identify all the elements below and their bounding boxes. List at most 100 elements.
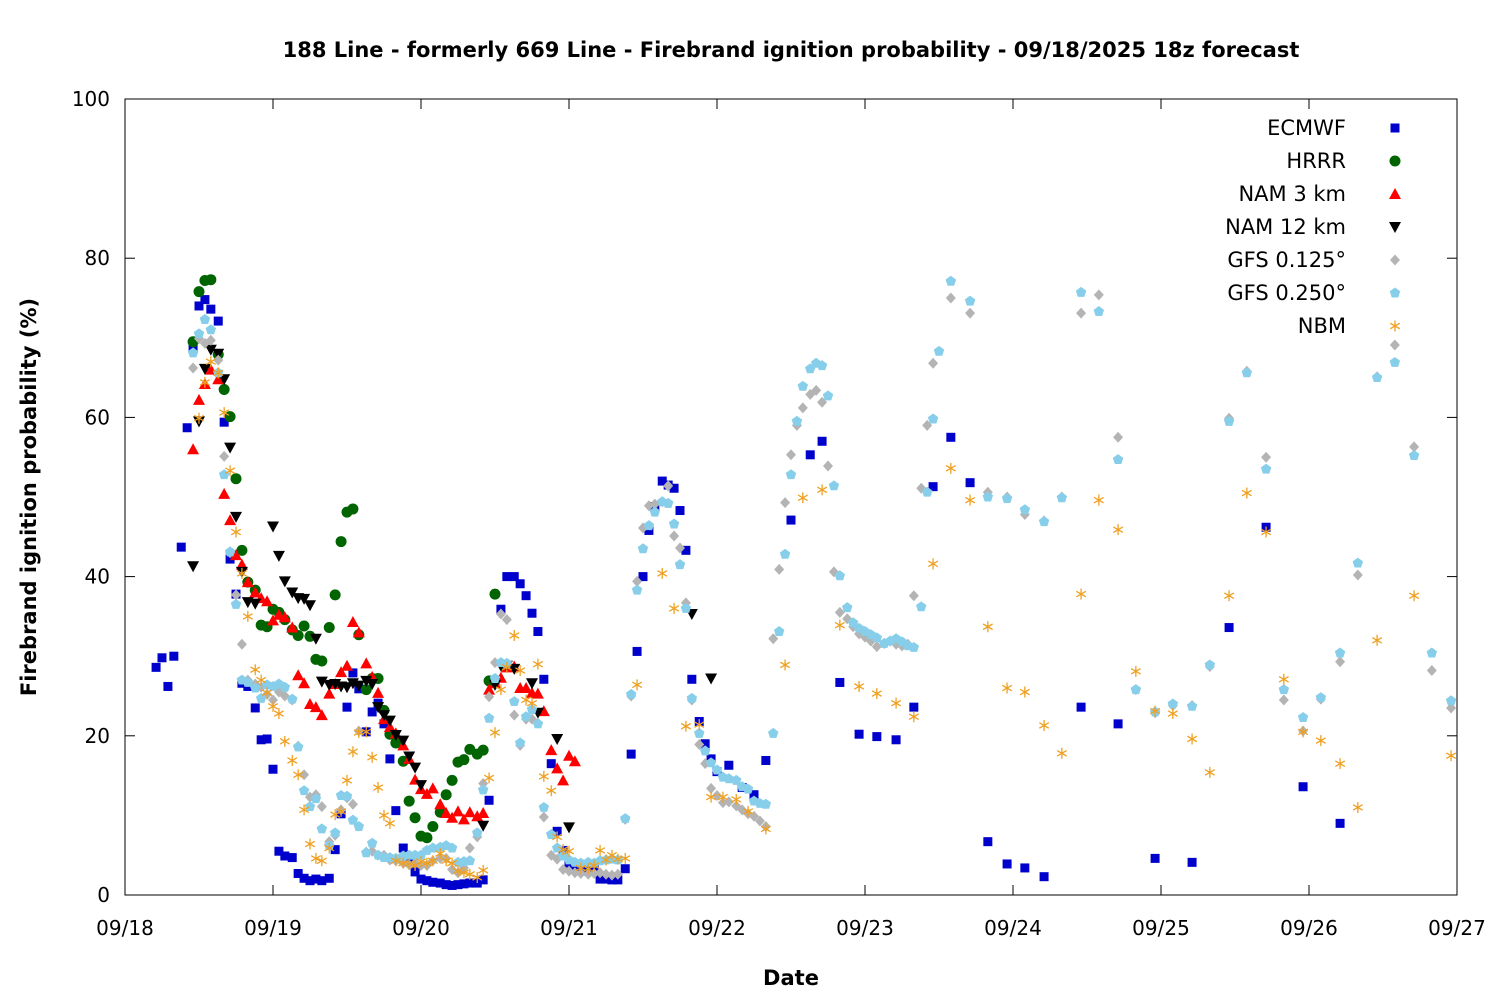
data-point (409, 812, 421, 824)
x-tick-label: 09/25 (1132, 916, 1190, 940)
data-point (176, 542, 186, 552)
data-point (241, 576, 254, 588)
data-point (854, 729, 864, 739)
data-point (632, 646, 642, 656)
data-point (278, 611, 291, 623)
data-point (299, 873, 309, 883)
data-point (236, 638, 247, 650)
data-point (982, 491, 994, 502)
data-point (1334, 647, 1346, 658)
data-point (1426, 647, 1438, 658)
data-point (372, 782, 384, 794)
data-point (834, 570, 846, 581)
legend-label: NAM 12 km (1225, 215, 1346, 239)
data-point (372, 702, 385, 714)
data-point (717, 791, 729, 803)
data-point (315, 709, 328, 721)
data-point (1204, 659, 1216, 670)
data-point (797, 402, 808, 414)
data-point (1093, 289, 1104, 301)
data-point (335, 805, 347, 817)
data-point (742, 783, 754, 794)
data-point (489, 588, 501, 600)
data-point (601, 868, 611, 880)
legend-label: ECMWF (1267, 116, 1346, 140)
data-point (324, 842, 335, 854)
data-point (280, 851, 290, 861)
data-point (1278, 684, 1290, 695)
legend-label: GFS 0.125° (1227, 248, 1346, 272)
data-point (464, 855, 476, 866)
data-point (457, 813, 470, 825)
data-point (447, 880, 457, 890)
data-point (526, 704, 538, 714)
data-point (484, 691, 495, 703)
x-axis: 09/18 09/19 09/20 09/21 09/22 09/23 09/24 09/25… (96, 99, 1486, 940)
data-point (928, 357, 939, 369)
data-point (871, 632, 883, 643)
data-point (760, 798, 772, 809)
data-point (706, 782, 717, 794)
data-point (348, 668, 358, 678)
data-point (341, 790, 353, 801)
data-point (1113, 431, 1124, 443)
data-point (193, 328, 205, 339)
data-point (908, 641, 920, 652)
data-point (420, 787, 433, 799)
data-point (687, 674, 697, 684)
data-point (1409, 441, 1420, 453)
data-point (397, 735, 410, 747)
data-point (224, 514, 237, 526)
data-point (779, 548, 791, 559)
x-tick-label: 09/22 (688, 916, 746, 940)
data-point (773, 626, 785, 636)
data-point (501, 661, 512, 673)
data-point (403, 751, 416, 763)
data-point (421, 857, 433, 869)
data-point (965, 478, 975, 488)
data-point (675, 542, 685, 554)
data-point (446, 811, 459, 823)
data-point (847, 617, 859, 628)
data-point (428, 877, 438, 887)
x-tick-label: 09/27 (1428, 916, 1486, 940)
data-point (557, 844, 569, 856)
data-point (589, 860, 600, 872)
data-point (390, 855, 401, 867)
data-point (477, 807, 490, 819)
x-tick-label: 09/19 (244, 916, 302, 940)
data-point (272, 550, 285, 562)
data-point (231, 589, 241, 601)
data-point (403, 795, 415, 807)
data-point (315, 676, 328, 688)
data-point (415, 856, 427, 868)
data-point (509, 709, 520, 721)
data-point (410, 867, 420, 877)
data-point (267, 700, 279, 712)
data-point (316, 823, 328, 834)
data-point (531, 687, 544, 699)
data-point (378, 710, 390, 722)
data-point (329, 589, 341, 601)
data-point (822, 390, 834, 401)
y-tick-label: 20 (85, 724, 110, 748)
data-point (797, 380, 809, 391)
data-point (754, 815, 765, 827)
data-point (1056, 492, 1068, 503)
data-point (304, 838, 316, 850)
data-point (521, 591, 531, 601)
plot-frame (124, 98, 1458, 896)
data-point (1039, 872, 1049, 882)
data-point (705, 791, 717, 803)
data-point (205, 334, 216, 346)
data-point (908, 711, 919, 723)
data-point (471, 810, 484, 822)
data-point (1112, 454, 1124, 465)
data-point (637, 543, 649, 554)
data-point (212, 373, 225, 385)
y-tick-label: 40 (85, 565, 110, 589)
legend: ECMWF HRRR NAM 3 km NAM 12 km GFS 0.125° GFS … (1225, 116, 1401, 338)
data-point (780, 497, 791, 509)
data-point (908, 590, 919, 602)
data-point (218, 487, 231, 499)
